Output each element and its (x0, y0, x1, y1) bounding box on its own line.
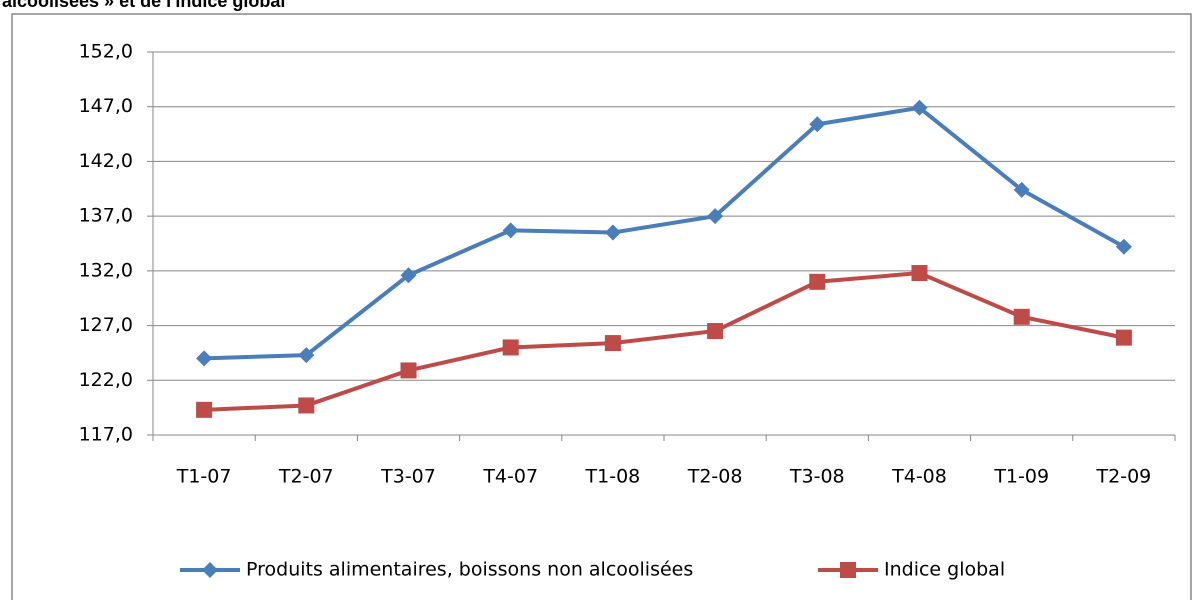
y-tick-label: 117,0 (79, 424, 133, 446)
marker (202, 562, 218, 578)
y-tick-label: 122,0 (79, 369, 133, 391)
y-tick-label: 137,0 (79, 205, 133, 227)
y-tick-label: 142,0 (79, 150, 133, 172)
marker (707, 208, 724, 225)
y-tick-label: 132,0 (79, 259, 133, 281)
marker (298, 347, 315, 364)
marker (707, 323, 724, 340)
x-tick-label: T1-07 (176, 466, 232, 488)
x-tick-label: T2-09 (1096, 466, 1152, 488)
x-tick-label: T1-09 (993, 466, 1049, 488)
marker (298, 397, 315, 414)
legend-label: Produits alimentaires, boissons non alco… (246, 559, 693, 581)
y-tick-label: 152,0 (79, 41, 133, 63)
legend-label: Indice global (884, 559, 1005, 581)
x-tick-label: T3-07 (380, 466, 436, 488)
marker (911, 99, 928, 116)
chart-frame (11, 13, 1192, 600)
marker (196, 401, 213, 418)
y-tick-label: 147,0 (79, 95, 133, 117)
marker (1115, 329, 1132, 346)
y-tick-label: 127,0 (79, 314, 133, 336)
series-line (204, 105, 1125, 361)
marker (502, 222, 519, 239)
marker (911, 265, 928, 282)
marker (196, 350, 213, 367)
marker (840, 562, 856, 578)
x-tick-label: T4-07 (482, 466, 538, 488)
marker (1115, 238, 1132, 255)
marker (604, 224, 621, 241)
marker (604, 335, 621, 352)
x-tick-label: T1-08 (585, 466, 641, 488)
chart-title: alcoolisées » et de l'indice global (2, 0, 285, 11)
marker (809, 273, 826, 290)
marker (1013, 308, 1030, 325)
x-tick-label: T2-07 (278, 466, 334, 488)
x-tick-label: T3-08 (789, 466, 845, 488)
series-line (204, 271, 1125, 412)
marker (400, 267, 417, 284)
marker (400, 362, 417, 379)
x-tick-label: T2-08 (687, 466, 743, 488)
marker (1013, 181, 1030, 198)
marker (809, 116, 826, 133)
x-tick-label: T4-08 (891, 466, 947, 488)
marker (502, 339, 519, 356)
